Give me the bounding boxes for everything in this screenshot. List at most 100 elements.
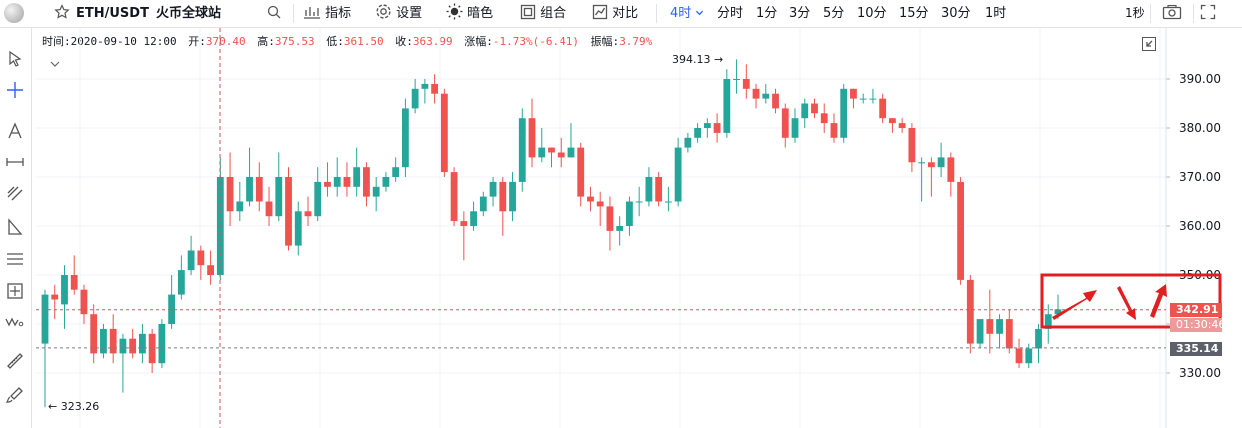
parallel-channel-icon[interactable] <box>4 182 26 204</box>
wave-pattern-icon[interactable] <box>4 311 26 333</box>
candle-body <box>869 98 877 100</box>
candle-body <box>138 333 146 354</box>
text-tool-icon[interactable] <box>4 120 26 142</box>
candle-body <box>168 294 176 324</box>
indicators-button[interactable]: 指标 <box>303 0 351 27</box>
min-price-label: ← 323.26 <box>48 400 99 413</box>
candle-body <box>353 167 361 187</box>
candle-body <box>246 177 253 202</box>
candle-body <box>1044 314 1052 329</box>
candle-body <box>781 108 789 138</box>
candle-body <box>314 181 322 217</box>
search-icon[interactable] <box>266 0 282 27</box>
horizontal-line-icon[interactable] <box>4 151 26 173</box>
candle-body <box>460 221 468 226</box>
interval-option[interactable]: 分时 <box>717 6 744 21</box>
candle-body <box>850 88 857 99</box>
candle-body <box>538 147 546 158</box>
candle-body <box>966 279 974 344</box>
interval-4h-dropdown[interactable]: 4时 <box>670 0 704 27</box>
exchange-name: 火币全球站 <box>156 6 222 21</box>
interval-option[interactable]: 1分 <box>756 6 778 21</box>
candle-body <box>372 186 380 197</box>
measure-box-icon[interactable] <box>4 280 26 302</box>
candle-body <box>392 167 400 177</box>
candle-body <box>801 103 809 119</box>
amplitude-value: 3.79% <box>619 35 653 48</box>
candle-body <box>655 177 663 202</box>
interval-option[interactable]: 1时 <box>985 6 1007 21</box>
last-price-tag: 342.91 <box>1170 303 1222 317</box>
annotation-arrow-down <box>1117 286 1136 320</box>
settings-button[interactable]: 设置 <box>375 0 422 27</box>
crosshair-icon[interactable] <box>4 79 26 101</box>
candle-body <box>937 157 945 168</box>
candle-body <box>100 328 107 354</box>
fibonacci-icon[interactable] <box>4 248 26 270</box>
candle-body <box>470 211 477 226</box>
candle-body <box>898 123 906 128</box>
camera-icon[interactable] <box>1162 0 1182 27</box>
candle-body <box>90 314 98 354</box>
favorite-star-icon[interactable] <box>54 0 70 27</box>
drawing-toolbar <box>0 28 32 428</box>
candle-body <box>859 98 867 100</box>
symbol-name[interactable]: ETH/USDT <box>76 6 149 21</box>
fullscreen-icon[interactable] <box>1200 0 1216 27</box>
candle-body <box>177 270 185 295</box>
candle-body <box>51 294 59 300</box>
candle-body <box>509 181 516 212</box>
interval-option[interactable]: 5分 <box>823 6 845 21</box>
candle-body <box>908 128 916 163</box>
brush-icon[interactable] <box>4 384 26 406</box>
candle-body <box>265 201 273 217</box>
annotation-arrow-up-1 <box>1052 290 1097 320</box>
interval-option[interactable]: 3分 <box>789 6 811 21</box>
candle-body <box>635 201 643 203</box>
time-label: 时间: <box>42 35 71 48</box>
candle-body <box>197 250 205 266</box>
candle-body <box>119 338 127 354</box>
candle-body <box>61 275 68 305</box>
candle-body <box>684 137 692 148</box>
candle-body <box>324 181 331 187</box>
candle-body <box>616 226 624 231</box>
candle-body <box>401 108 409 168</box>
candle-body <box>742 79 750 89</box>
dark-mode-button[interactable]: 暗色 <box>446 0 493 27</box>
compare-button[interactable]: 对比 <box>592 0 638 27</box>
candle-body <box>1025 348 1033 364</box>
interval-option[interactable]: 15分 <box>899 6 929 21</box>
candle-body <box>450 172 458 222</box>
candle-body <box>489 181 497 197</box>
combo-button[interactable]: 组合 <box>520 0 566 27</box>
refresh-rate[interactable]: 1秒 <box>1125 6 1145 20</box>
candle-body <box>275 177 283 217</box>
indicators-label: 指标 <box>325 6 352 21</box>
candle-body <box>976 319 984 344</box>
candle-body <box>548 147 555 153</box>
cursor-arrow-icon[interactable] <box>4 48 26 70</box>
collapse-corner-icon[interactable] <box>1142 36 1156 55</box>
candle-body <box>431 83 439 94</box>
triangle-tool-icon[interactable] <box>4 216 26 238</box>
interval-option[interactable]: 30分 <box>941 6 971 21</box>
candle-body <box>343 177 351 187</box>
candle-body <box>664 201 672 203</box>
candle-body <box>986 319 994 334</box>
low-label: 低: <box>326 35 344 48</box>
candle-body <box>1054 309 1062 315</box>
dark-mode-label: 暗色 <box>467 6 494 21</box>
compare-label: 对比 <box>612 6 639 21</box>
candle-body <box>557 152 565 158</box>
candle-body <box>577 147 585 197</box>
candle-body <box>1015 348 1023 364</box>
close-label: 收: <box>395 35 413 48</box>
change-label: 涨幅: <box>464 35 493 48</box>
ruler-icon[interactable] <box>4 350 26 372</box>
collapse-chevron-icon[interactable] <box>50 53 60 72</box>
candle-body <box>479 196 487 212</box>
interval-option[interactable]: 10分 <box>857 6 887 21</box>
high-value: 375.53 <box>274 35 315 48</box>
candle-body <box>129 338 137 354</box>
